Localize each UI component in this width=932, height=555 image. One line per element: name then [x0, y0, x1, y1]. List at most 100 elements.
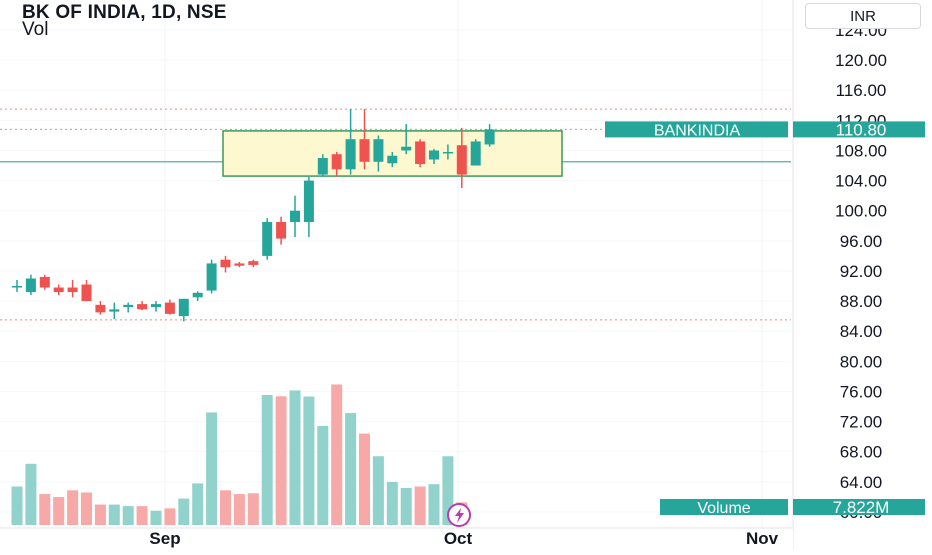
- volume-bar: [81, 492, 92, 525]
- price-tick-label: 80.00: [840, 352, 883, 371]
- volume-bar: [247, 493, 259, 525]
- price-tick-label: 72.00: [840, 413, 883, 432]
- price-tick-label: 64.00: [840, 473, 883, 492]
- symbol-tag-bg: [605, 121, 788, 138]
- legend: BK OF INDIA, 1D, NSE Vol: [22, 2, 227, 40]
- price-axis-panel: [793, 0, 932, 550]
- volume-bar: [303, 396, 315, 525]
- candle: [192, 291, 203, 302]
- candle: [345, 109, 356, 175]
- candle: [234, 261, 245, 268]
- volume-bar: [150, 510, 162, 525]
- candle: [109, 302, 120, 320]
- currency-button[interactable]: INR: [805, 3, 921, 29]
- candle: [359, 109, 370, 170]
- volume-bar: [345, 413, 357, 525]
- time-tick-label: Sep: [149, 529, 180, 548]
- volume-indicator-label[interactable]: Vol: [22, 19, 49, 40]
- candles: [12, 109, 495, 322]
- volume-bar: [414, 486, 426, 525]
- candle: [276, 216, 287, 245]
- price-tags: BANKINDIA 110.80 Volume 7.822M: [605, 120, 925, 517]
- volume-bar: [400, 487, 412, 525]
- candle: [290, 195, 300, 238]
- candle: [331, 151, 342, 177]
- volume-bar: [39, 494, 51, 525]
- price-tick-label: 84.00: [840, 322, 883, 341]
- grid: [164, 0, 763, 528]
- volume-bar: [206, 412, 218, 525]
- candle: [137, 301, 148, 311]
- symbol-price-tag: BANKINDIA: [605, 121, 788, 139]
- price-tick-label: 88.00: [840, 292, 883, 311]
- volume-bar: [261, 395, 273, 525]
- volume-value-tag-bg: [793, 499, 925, 515]
- volume-tag-bg: [660, 499, 788, 515]
- volume-bar: [220, 490, 231, 525]
- candle: [164, 299, 175, 315]
- candle: [429, 148, 439, 165]
- last-price-value: 110.80: [836, 120, 887, 139]
- symbol-title[interactable]: BK OF INDIA, 1D, NSE: [22, 2, 227, 23]
- candle: [470, 139, 481, 166]
- price-tick-label: 100.00: [835, 202, 887, 221]
- candle: [12, 279, 22, 293]
- candle: [248, 259, 259, 268]
- price-tick-label: 116.00: [836, 81, 887, 100]
- time-axis-panel: [0, 528, 793, 550]
- volume-bar: [67, 490, 79, 525]
- volume-bar: [136, 506, 148, 525]
- time-tick-label: Nov: [746, 529, 779, 548]
- volume-bar: [428, 484, 440, 525]
- candle: [67, 279, 78, 298]
- price-tick-label: 68.00: [840, 443, 883, 462]
- volume-bar: [178, 498, 190, 525]
- candle: [401, 124, 412, 155]
- price-axis[interactable]: 124.00120.00116.00112.00108.00104.00100.…: [792, 0, 932, 550]
- candle: [415, 139, 426, 168]
- volume-bar: [359, 433, 370, 525]
- volume-bars: [11, 384, 471, 527]
- candle: [262, 218, 273, 260]
- price-tick-label: 92.00: [840, 262, 883, 281]
- candle: [220, 255, 231, 273]
- volume-bar: [122, 506, 134, 525]
- volume-bar: [233, 494, 245, 525]
- volume-bar: [317, 425, 329, 525]
- volume-bar: [53, 497, 65, 525]
- price-tick-label: 104.00: [835, 172, 887, 191]
- last-price-tag-bg: [793, 121, 925, 138]
- candle: [387, 151, 398, 168]
- volume-bar: [94, 504, 106, 525]
- volume-bar: [25, 463, 37, 525]
- volume-bar: [11, 486, 23, 525]
- last-price-tag: 110.80: [793, 120, 925, 139]
- candle: [25, 274, 36, 296]
- volume-bar: [442, 456, 454, 525]
- volume-bar: [108, 504, 120, 525]
- volume-bar: [289, 390, 301, 525]
- candle: [484, 124, 495, 147]
- candle: [123, 302, 134, 313]
- candle: [95, 301, 106, 315]
- volume-value: 7.822M: [833, 498, 890, 517]
- candle: [178, 298, 189, 322]
- candle: [39, 274, 50, 290]
- time-tick-label: Oct: [444, 529, 473, 548]
- candle: [53, 284, 64, 296]
- volume-bar: [386, 481, 398, 525]
- volume-bar: [192, 483, 204, 525]
- volume-bar: [275, 396, 287, 525]
- candle: [206, 259, 217, 294]
- candle: [151, 301, 161, 312]
- volume-tag-label: Volume: [697, 500, 750, 517]
- price-tick-label: 120.00: [835, 51, 887, 70]
- volume-bar: [331, 384, 343, 525]
- lightning-icon[interactable]: [447, 503, 471, 527]
- candle: [456, 127, 467, 189]
- time-axis[interactable]: Sep Oct Nov: [0, 527, 793, 550]
- candle: [373, 135, 384, 172]
- volume-bar: [372, 456, 384, 525]
